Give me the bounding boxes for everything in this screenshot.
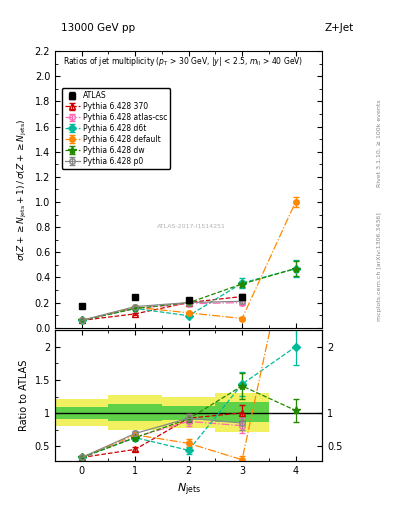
Text: Ratios of jet multiplicity ($p_{\rm T}$ > 30 GeV, $|y|$ < 2.5, $m_{\rm ll}$ > 40: Ratios of jet multiplicity ($p_{\rm T}$ … [63,55,303,68]
Y-axis label: Ratio to ATLAS: Ratio to ATLAS [19,360,29,431]
Y-axis label: $\sigma(Z + \geq N_{\rm jets}+1)\,/\,\sigma(Z + \geq N_{\rm jets})$: $\sigma(Z + \geq N_{\rm jets}+1)\,/\,\si… [16,118,29,261]
Text: Z+Jet: Z+Jet [325,23,354,33]
X-axis label: $N_{\rm jets}$: $N_{\rm jets}$ [176,481,201,498]
Text: Rivet 3.1.10, ≥ 100k events: Rivet 3.1.10, ≥ 100k events [377,99,382,187]
Legend: ATLAS, Pythia 6.428 370, Pythia 6.428 atlas-csc, Pythia 6.428 d6t, Pythia 6.428 : ATLAS, Pythia 6.428 370, Pythia 6.428 at… [62,88,170,169]
Text: 13000 GeV pp: 13000 GeV pp [61,23,135,33]
Text: mcplots.cern.ch [arXiv:1306.3436]: mcplots.cern.ch [arXiv:1306.3436] [377,212,382,321]
Text: ATLAS-2017-I1514251: ATLAS-2017-I1514251 [156,224,226,229]
